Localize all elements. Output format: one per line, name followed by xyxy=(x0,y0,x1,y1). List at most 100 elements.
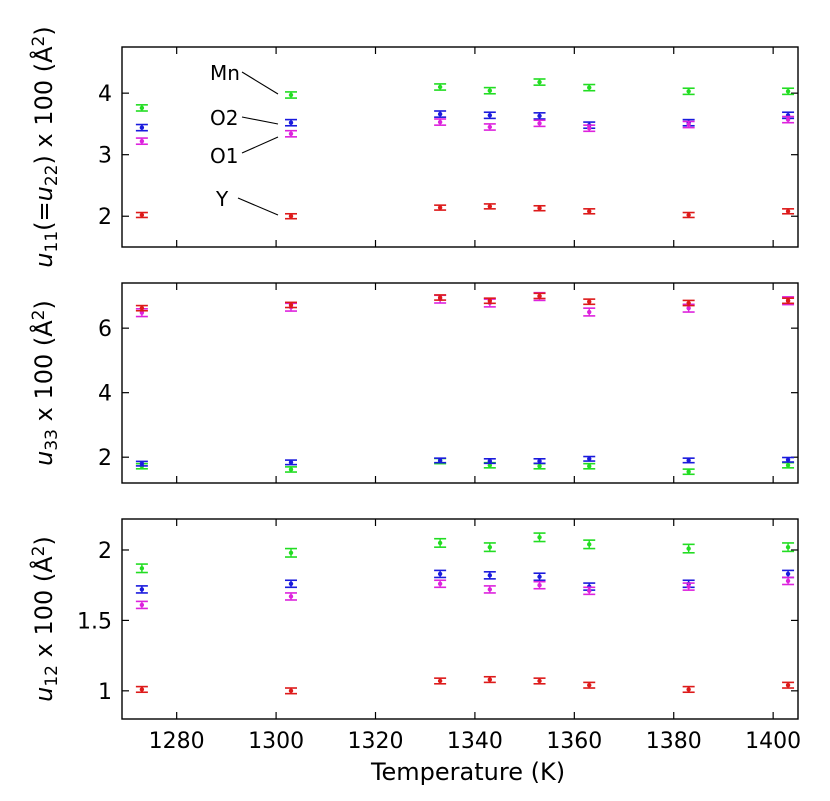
data-point xyxy=(533,532,546,543)
data-point xyxy=(782,87,795,96)
data-point xyxy=(533,462,546,470)
ylabel-text: ) xyxy=(30,536,58,545)
marker xyxy=(686,458,691,463)
marker xyxy=(437,111,443,117)
series-o1 xyxy=(135,576,795,610)
marker xyxy=(487,88,493,93)
data-point xyxy=(483,675,496,684)
marker xyxy=(785,117,791,122)
data-point xyxy=(782,208,795,215)
series-o1 xyxy=(135,115,795,146)
data-point xyxy=(533,458,546,465)
annotation-mn: Mn xyxy=(210,61,240,85)
marker xyxy=(288,581,294,586)
data-point xyxy=(782,297,795,305)
data-point xyxy=(483,542,496,553)
y-axis-label: u12 x 100 (Å2) xyxy=(29,536,62,702)
marker xyxy=(487,124,493,130)
marker xyxy=(288,92,294,98)
data-point xyxy=(583,586,596,596)
data-point xyxy=(434,83,447,91)
plot-frame xyxy=(121,282,799,484)
marker xyxy=(487,463,493,468)
marker xyxy=(785,298,791,303)
ylabel-text: (= xyxy=(30,201,58,230)
x-tick-label: 1400 xyxy=(745,729,801,754)
marker xyxy=(437,84,443,90)
data-point xyxy=(135,137,148,146)
marker xyxy=(537,464,542,469)
annotation-y: Y xyxy=(215,187,229,211)
data-point xyxy=(782,115,795,124)
series-y xyxy=(135,203,795,220)
data-point xyxy=(434,457,447,464)
marker xyxy=(537,582,542,588)
data-point xyxy=(682,582,695,591)
marker xyxy=(686,687,691,692)
marker xyxy=(537,293,542,299)
marker xyxy=(587,542,592,547)
series-mn xyxy=(135,457,795,476)
series-o2 xyxy=(135,455,795,467)
data-point xyxy=(682,685,695,694)
marker xyxy=(587,464,592,469)
marker xyxy=(437,678,443,684)
data-point xyxy=(483,297,496,305)
series-mn xyxy=(135,78,795,112)
marker xyxy=(686,212,691,218)
series-o1 xyxy=(135,291,795,318)
data-point xyxy=(533,78,546,86)
marker xyxy=(537,458,542,464)
data-point xyxy=(583,298,596,306)
data-point xyxy=(285,547,297,558)
marker xyxy=(288,214,294,219)
marker xyxy=(785,571,791,577)
marker xyxy=(288,594,294,599)
annotation-o1: O1 xyxy=(210,144,238,168)
marker xyxy=(437,581,443,586)
marker xyxy=(537,121,542,126)
marker xyxy=(139,310,145,315)
marker xyxy=(487,204,493,209)
data-point xyxy=(483,458,496,465)
ylabel-sub: 22 xyxy=(42,165,62,187)
data-point xyxy=(434,294,447,301)
marker xyxy=(288,467,294,472)
data-point xyxy=(782,569,795,579)
data-point xyxy=(285,212,297,220)
y-axis-label: u11(=u22) x 100 (Å2) xyxy=(29,26,62,267)
data-point xyxy=(682,299,695,307)
y-tick-label: 2 xyxy=(98,205,112,230)
data-point xyxy=(135,211,148,219)
data-point xyxy=(135,123,148,132)
annotation-leader xyxy=(241,71,279,95)
marker xyxy=(139,687,145,692)
y-tick-label: 1.5 xyxy=(77,609,112,634)
ylabel-sub: 12 xyxy=(42,665,62,687)
data-point xyxy=(135,104,148,112)
data-point xyxy=(434,569,447,579)
annotation-leader xyxy=(241,116,279,125)
marker xyxy=(288,131,294,136)
x-tick-label: 1280 xyxy=(149,729,205,754)
data-point xyxy=(782,542,795,553)
data-point xyxy=(682,120,695,129)
ylabel-text: ) xyxy=(30,300,58,309)
annotation-o2: O2 xyxy=(210,106,238,130)
data-point xyxy=(483,571,496,580)
data-point xyxy=(682,211,695,219)
marker xyxy=(487,298,493,303)
data-point xyxy=(135,563,148,574)
data-point xyxy=(583,124,596,133)
data-point xyxy=(285,118,297,127)
plot-frame xyxy=(121,46,799,248)
ylabel-text: ) xyxy=(30,26,58,35)
data-point xyxy=(782,681,795,689)
marker xyxy=(537,113,542,119)
data-point xyxy=(583,681,596,689)
plot-frame xyxy=(121,518,799,720)
marker xyxy=(487,113,493,118)
